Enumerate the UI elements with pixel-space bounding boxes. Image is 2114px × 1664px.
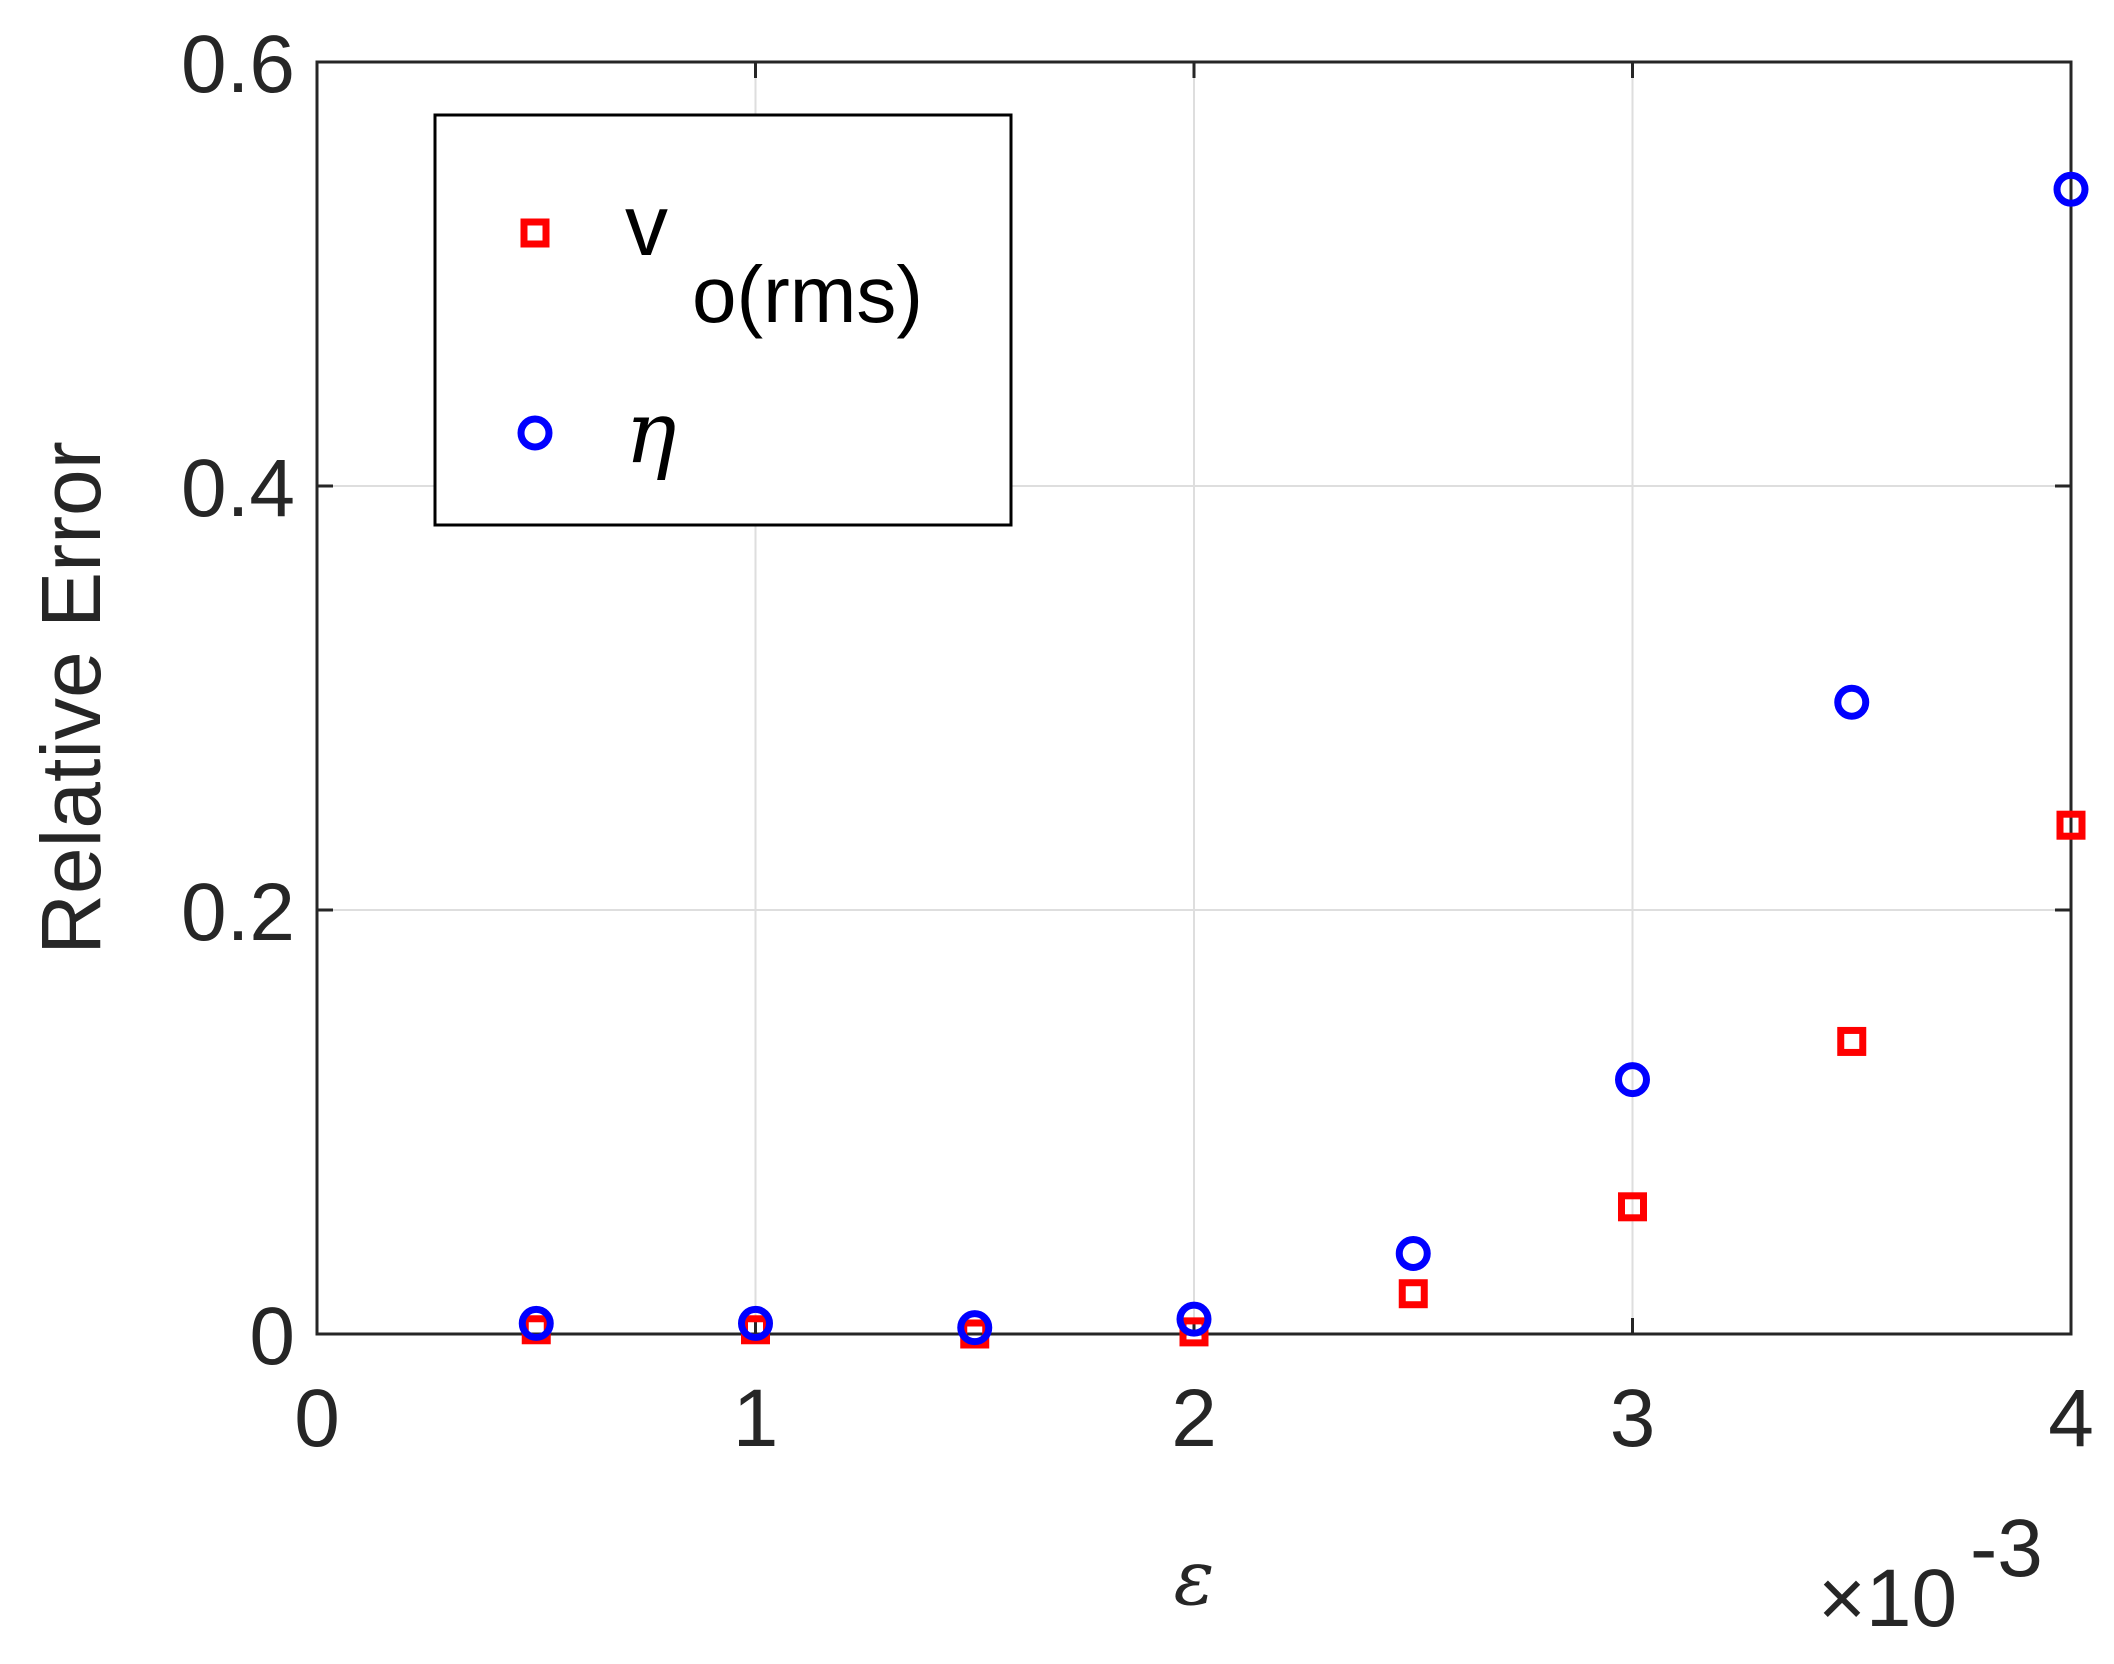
y-tick-label: 0.6 — [181, 19, 295, 110]
y-axis-label: Relative Error — [24, 441, 118, 954]
x-tick-label: 3 — [1610, 1373, 1656, 1464]
circle-marker — [1834, 684, 1870, 720]
x-axis-label: ε — [1174, 1533, 1215, 1622]
legend-entry-vo-rms-subscript: o(rms) — [692, 250, 923, 339]
y-tick-label: 0 — [249, 1291, 295, 1382]
legend: v o(rms) η — [433, 113, 1013, 527]
square-marker — [1837, 1026, 1867, 1056]
x-tick-label: 1 — [733, 1373, 779, 1464]
square-marker — [1398, 1279, 1428, 1309]
x-axis-multiplier-base: ×10 — [1818, 1553, 1957, 1644]
circle-marker — [738, 1305, 773, 1341]
x-tick-label: 2 — [1171, 1373, 1217, 1464]
circle-marker — [1176, 1301, 1212, 1337]
data-markers — [518, 171, 2089, 1349]
circle-marker — [2053, 171, 2089, 207]
circle-marker — [518, 1305, 554, 1341]
x-axis-multiplier: ×10 -3 — [1818, 1503, 2043, 1644]
circle-marker — [1395, 1235, 1431, 1271]
circle-marker — [957, 1310, 993, 1346]
y-tick-label: 0.2 — [181, 867, 295, 958]
x-tick-label: 4 — [2048, 1373, 2094, 1464]
x-axis-multiplier-exponent: -3 — [1970, 1503, 2043, 1594]
legend-circle-marker — [517, 415, 553, 451]
square-marker — [2056, 810, 2086, 840]
legend-entry-vo-rms: v — [625, 178, 668, 274]
y-tick-label: 0.4 — [181, 443, 295, 534]
tick-labels: 0 1 2 3 4 0 0.2 0.4 0.6 — [181, 19, 2094, 1464]
circle-marker — [1615, 1062, 1650, 1098]
legend-square-marker — [520, 218, 550, 248]
legend-entry-eta: η — [625, 383, 677, 483]
x-tick-label: 0 — [294, 1373, 340, 1464]
legend-box — [433, 113, 1013, 527]
square-marker — [1618, 1192, 1647, 1222]
